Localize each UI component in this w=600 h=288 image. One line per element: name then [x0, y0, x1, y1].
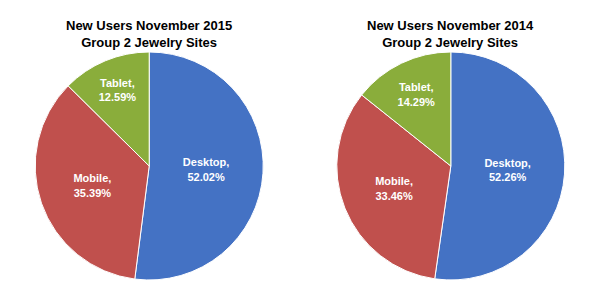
svg-text:Tablet,14.29%: Tablet,14.29% — [398, 81, 436, 107]
svg-text:Mobile,35.39%: Mobile,35.39% — [73, 172, 111, 198]
svg-text:Mobile,33.46%: Mobile,33.46% — [375, 175, 413, 201]
svg-text:Tablet,12.59%: Tablet,12.59% — [99, 77, 137, 103]
svg-text:New Users November 2015Group 2: New Users November 2015Group 2 Jewelry S… — [66, 18, 232, 50]
svg-text:Desktop,52.02%: Desktop,52.02% — [183, 156, 229, 182]
svg-text:Desktop,52.26%: Desktop,52.26% — [484, 157, 530, 183]
svg-text:New Users November 2014Group 2: New Users November 2014Group 2 Jewelry S… — [367, 18, 534, 50]
